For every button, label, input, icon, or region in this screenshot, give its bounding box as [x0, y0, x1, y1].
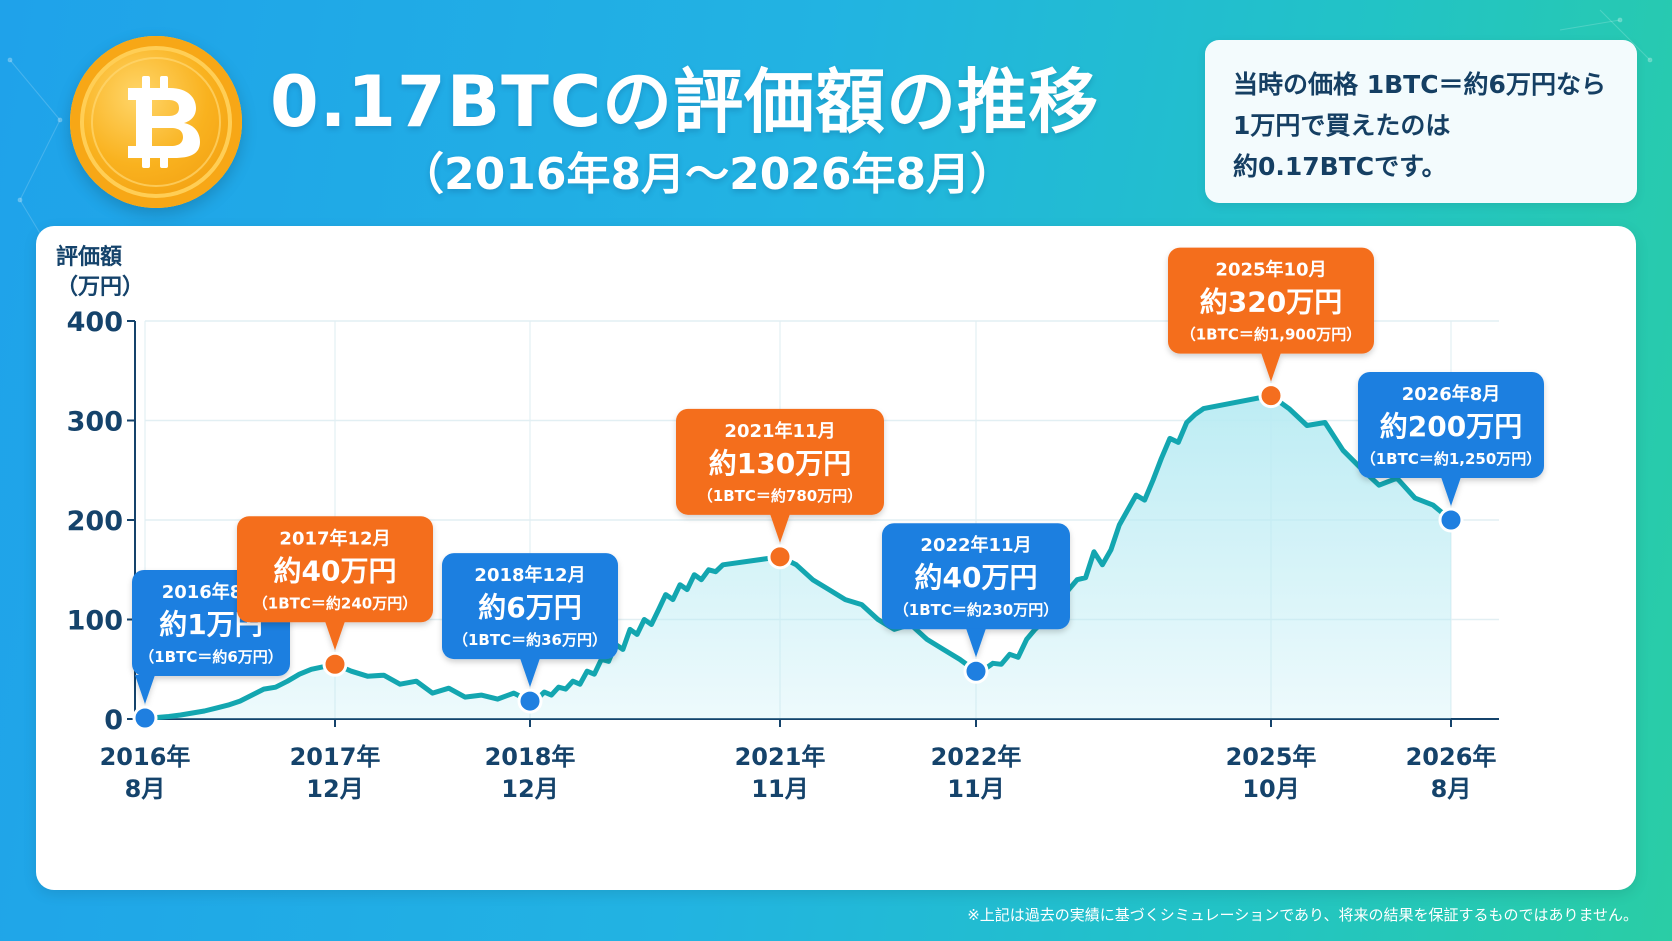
x-tick-label: 2022年	[931, 743, 1022, 771]
series-area	[145, 395, 1451, 719]
y-tick-label: 400	[67, 307, 123, 338]
y-tick-label: 0	[104, 705, 123, 736]
callout-value: 約320万円	[1200, 286, 1342, 319]
y-tick-label: 300	[67, 407, 123, 438]
x-tick-label: 2016年	[100, 743, 191, 771]
callout-date: 2018年12月	[474, 564, 585, 586]
x-tick-label: 11月	[947, 775, 1004, 803]
note-line: 当時の価格 1BTC＝約6万円なら	[1233, 70, 1606, 99]
bitcoin-coin-icon	[70, 36, 242, 208]
series-line	[142, 393, 1454, 721]
callout-date: 2022年11月	[920, 534, 1031, 556]
callout-value: 約40万円	[274, 554, 397, 587]
x-tick-label: 11月	[751, 775, 808, 803]
callout-date: 2016年8月	[162, 581, 261, 603]
note-line: 約0.17BTCです。	[1233, 152, 1447, 181]
callout-date: 2025年10月	[1215, 259, 1326, 281]
callout-date: 2017年12月	[279, 527, 390, 549]
callout-date: 2026年8月	[1402, 383, 1501, 405]
x-tick-label: 2018年	[485, 743, 576, 771]
data-point-marker	[1438, 507, 1464, 533]
page-subtitle: （2016年8月～2026年8月）	[400, 149, 1015, 200]
x-tick-label: 12月	[501, 775, 558, 803]
x-tick-label: 2017年	[290, 743, 381, 771]
page-title: 0.17BTCの評価額の推移	[270, 61, 1100, 143]
disclaimer: ※上記は過去の実績に基づくシミュレーションであり、将来の結果を保証するものではあ…	[967, 906, 1638, 924]
callout-note: （1BTC＝約780万円）	[698, 487, 862, 505]
data-point-marker	[132, 705, 158, 731]
callout-value: 約40万円	[915, 561, 1038, 594]
x-tick-label: 2025年	[1226, 743, 1317, 771]
x-tick-label: 12月	[306, 775, 363, 803]
data-point-marker	[963, 658, 989, 684]
y-tick-label: 100	[67, 606, 123, 637]
data-point-marker	[1258, 383, 1284, 409]
y-axis-label: （万円）	[56, 275, 144, 300]
callout-value: 約6万円	[478, 591, 581, 624]
callout-note: （1BTC＝約230万円）	[894, 601, 1058, 619]
data-point-marker	[517, 688, 543, 714]
x-tick-label: 2021年	[735, 743, 826, 771]
y-axis-label: 評価額	[56, 244, 122, 270]
valuation-area-chart: 0100200300400評価額（万円）2016年8月2017年12月2018年…	[56, 244, 1544, 803]
callout-note: （1BTC＝約1,900万円）	[1181, 326, 1362, 344]
chart-panel: 0 100 200 300 400 評価額 （万円） 2016年 8月 2017年 12月 2018年…	[36, 226, 1636, 890]
note-line: 1万円で買えたのは	[1233, 111, 1451, 140]
callout-note: （1BTC＝約36万円）	[453, 631, 607, 649]
callout-note: （1BTC＝約1,250万円）	[1361, 450, 1542, 468]
data-point-marker	[322, 651, 348, 677]
x-tick-label: 10月	[1242, 775, 1299, 803]
callout-note: （1BTC＝約6万円）	[139, 648, 283, 666]
callout-note: （1BTC＝約240万円）	[253, 594, 417, 612]
callout-date: 2021年11月	[724, 420, 835, 442]
note-box: 当時の価格 1BTC＝約6万円なら 1万円で買えたのは 約0.17BTCです。	[1205, 40, 1637, 203]
x-tick-label: 2026年	[1406, 743, 1497, 771]
data-point-marker	[767, 544, 793, 570]
callout-value: 約130万円	[709, 447, 851, 480]
callout-value: 約200万円	[1380, 410, 1522, 443]
y-tick-label: 200	[67, 506, 123, 537]
x-tick-label: 8月	[125, 775, 166, 803]
x-tick-label: 8月	[1431, 775, 1472, 803]
